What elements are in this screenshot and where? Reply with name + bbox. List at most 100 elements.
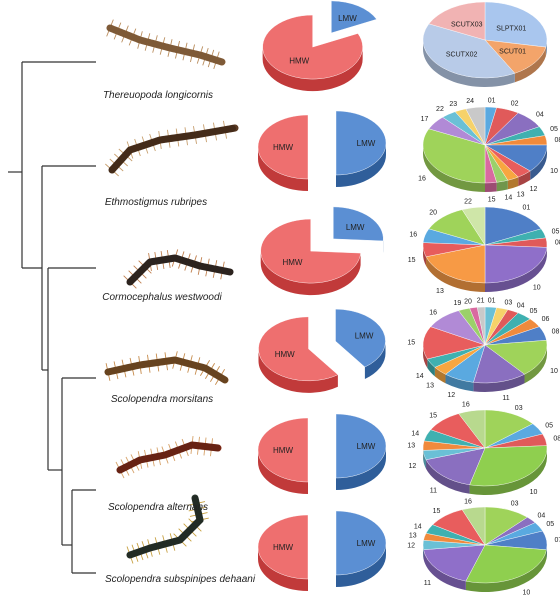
toxin-family-pie: 01 02 04 05 08 10 12 13 14 15 16 17 22 23 24 <box>418 98 560 204</box>
slice-label: 12 <box>447 392 455 399</box>
slice-label: 11 <box>424 580 431 587</box>
toxin-slice <box>484 340 548 384</box>
toxin-slice <box>422 128 486 192</box>
slice-label: 17 <box>421 116 429 123</box>
slice-label: 10 <box>550 168 558 175</box>
slice-label: 10 <box>533 284 541 291</box>
lmw-slice <box>331 0 377 34</box>
toxin-slice <box>484 144 519 190</box>
slice-label: 13 <box>426 382 434 389</box>
slice-label: 05 <box>546 521 554 528</box>
lmw-label: LMW <box>355 332 374 341</box>
slice-label: 08 <box>554 137 560 144</box>
species-label: Thereuopoda longicornis <box>103 90 213 101</box>
slice-label: 21 <box>477 298 485 305</box>
slice-label: 12 <box>408 463 416 470</box>
slice-label: 13 <box>436 288 444 295</box>
toxin-family-pie: SLPTX01 SCUT01 SCUTX02 SCUTX03 <box>422 1 548 87</box>
toxin-slice <box>484 144 497 192</box>
slice-label: 24 <box>466 98 474 105</box>
centipede-illustration <box>106 19 226 69</box>
lmw-label: LMW <box>357 139 376 148</box>
slice-label: 14 <box>416 373 424 380</box>
toxin-slice <box>425 447 486 494</box>
toxin-slice <box>465 106 486 146</box>
centipede-illustrations <box>104 19 239 564</box>
lmw-label: LMW <box>357 442 376 451</box>
hmw-slice <box>262 14 363 92</box>
slice-label: 04 <box>536 112 544 119</box>
toxin-slice <box>476 306 486 346</box>
slice-label: 20 <box>464 298 472 305</box>
slice-label: 16 <box>429 310 437 317</box>
slice-label: 16 <box>418 176 426 183</box>
lmw-label: LMW <box>338 14 357 23</box>
slice-label: 13 <box>409 533 417 540</box>
centipede-illustration <box>104 351 229 385</box>
lmw-slice <box>335 413 387 490</box>
mw-pie: HMW LMW <box>257 510 387 591</box>
mw-pie: HMW LMW <box>258 308 386 393</box>
toxin-slice <box>422 326 486 368</box>
slice-label: 08 <box>553 436 560 443</box>
centipede-illustration <box>123 249 234 289</box>
slice-label: 22 <box>464 198 472 205</box>
toxin-slice <box>484 1 548 57</box>
slice-label: 20 <box>429 210 437 217</box>
centipede-illustration <box>115 436 222 479</box>
toxin-slice <box>423 544 486 591</box>
molecular-weight-pies: HMW LMW HMW LMW HMW LMW HMW LMW HMW LMW HMW LMW <box>257 0 387 591</box>
slice-label: 05 <box>545 423 553 430</box>
slice-label: 12 <box>407 543 415 550</box>
toxin-slice <box>465 544 547 593</box>
slice-label: 11 <box>502 395 509 402</box>
toxin-slice <box>422 23 516 87</box>
slice-label: 16 <box>409 231 417 238</box>
lmw-slice <box>335 308 386 380</box>
centipede-illustration <box>105 120 239 177</box>
toxin-slice <box>428 1 486 41</box>
lmw-slice <box>335 110 387 187</box>
toxin-slice <box>484 206 542 246</box>
species-label: Scolopendra alternans <box>108 502 208 513</box>
slice-label: 14 <box>411 430 419 437</box>
slice-label: 13 <box>517 192 525 199</box>
slice-label: 10 <box>550 368 558 375</box>
slice-label: 15 <box>488 196 496 203</box>
slice-label: 04 <box>517 302 525 309</box>
slice-label: 14 <box>414 523 422 530</box>
toxin-family-pies: SLPTX01SCUT01SCUTX02SCUTX030102040508101… <box>407 1 560 596</box>
slice-label: SCUT01 <box>499 49 526 56</box>
hmw-label: HMW <box>282 258 302 267</box>
slice-label: SCUTX02 <box>446 51 478 58</box>
hmw-label: HMW <box>273 543 293 552</box>
toxin-slice <box>484 39 547 83</box>
mw-pie: HMW LMW <box>260 206 384 296</box>
slice-label: 13 <box>407 443 415 450</box>
slice-label: 15 <box>408 257 416 264</box>
slice-label: 03 <box>511 501 519 508</box>
slice-label: SLPTX01 <box>496 25 526 32</box>
hmw-label: HMW <box>273 143 293 152</box>
slice-label: 03 <box>515 405 523 412</box>
toxin-family-pie: 01 05 08 10 13 15 16 20 22 <box>408 198 560 295</box>
hmw-label: HMW <box>273 446 293 455</box>
species-label: Scolopendra morsitans <box>111 394 213 405</box>
slice-label: 15 <box>429 413 437 420</box>
species-label: Scolopendra subspinipes dehaani <box>105 574 256 585</box>
slice-label: 12 <box>530 186 538 193</box>
lmw-label: LMW <box>346 223 365 232</box>
species-label: Cormocephalus westwoodi <box>102 292 222 303</box>
hmw-label: HMW <box>289 57 309 66</box>
slice-label: 05 <box>552 229 560 236</box>
lmw-slice <box>333 206 384 253</box>
slice-label: 04 <box>538 513 546 520</box>
toxin-slice <box>469 445 548 495</box>
slice-label: 05 <box>550 126 558 133</box>
slice-label: 16 <box>464 498 472 505</box>
toxin-slice <box>473 344 525 392</box>
lmw-slice <box>335 510 387 587</box>
hmw-slice <box>257 514 309 591</box>
